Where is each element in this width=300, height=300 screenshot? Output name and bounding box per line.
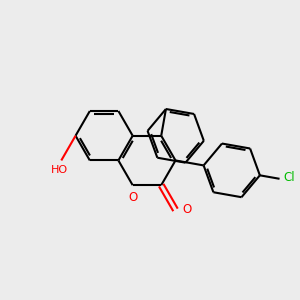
Text: O: O: [183, 203, 192, 216]
Text: Cl: Cl: [284, 171, 296, 184]
Text: HO: HO: [51, 165, 68, 175]
Text: O: O: [128, 191, 137, 205]
